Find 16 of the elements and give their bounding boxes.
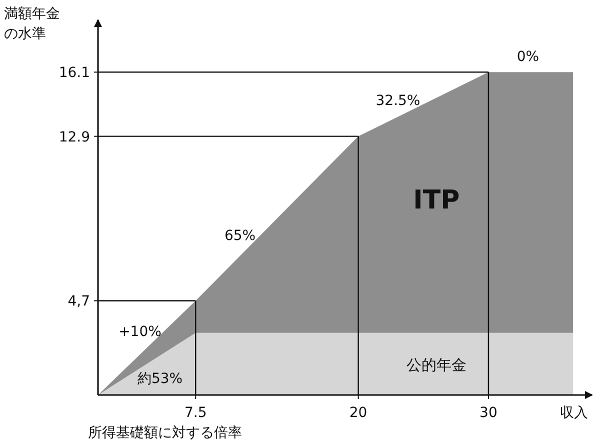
annotation: 65% xyxy=(224,228,256,244)
text: 収入 xyxy=(560,405,588,421)
x-tick-label: 7.5 xyxy=(184,405,207,421)
y-tick-label: 12.9 xyxy=(58,129,90,146)
y-axis-title: 満額年金の水準 xyxy=(4,5,61,44)
x-axis-title: 所得基礎額に対する倍率 xyxy=(88,425,242,441)
series-label: 公的年金 xyxy=(406,356,466,374)
x-tick-label: 30 xyxy=(480,405,498,421)
annotation: 0% xyxy=(516,49,540,65)
y-tick-label: 4,7 xyxy=(68,294,90,310)
annotation: 32.5% xyxy=(376,93,420,109)
x-tick-label: 20 xyxy=(349,405,368,421)
y-tick-label: 16.1 xyxy=(58,65,90,82)
annotation: +10% xyxy=(118,324,162,340)
series-label: ITP xyxy=(413,185,460,216)
annotation: 約53% xyxy=(137,371,183,387)
